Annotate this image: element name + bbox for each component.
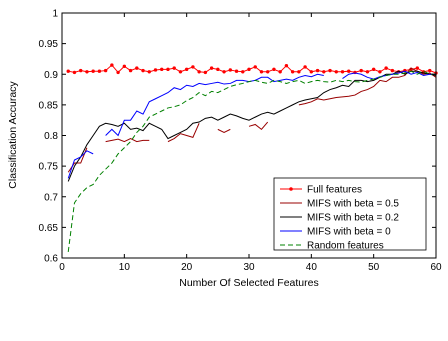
series-0-point (103, 68, 108, 73)
series-0-point (79, 68, 83, 73)
series-0-point (197, 70, 201, 74)
series-0-point (97, 69, 102, 73)
series-0-point (390, 68, 395, 73)
series-2-line (67, 70, 437, 182)
series-1-line (67, 67, 437, 173)
y-tick-label: 1 (52, 9, 58, 20)
y-tick-label: 0.65 (39, 223, 59, 234)
series-0-point (122, 64, 127, 68)
y-tick-label: 0.85 (39, 100, 59, 111)
series-0-point (116, 70, 120, 75)
series-0-point (347, 69, 351, 73)
series-0-point (384, 66, 388, 70)
series-0-point (172, 66, 176, 70)
legend-label: MIFS with beta = 0 (307, 227, 391, 238)
series-0-point (128, 68, 133, 73)
series-0-point (209, 66, 214, 70)
series-0-point (141, 68, 145, 73)
series-0-point (241, 70, 245, 74)
series-0-point (203, 70, 208, 75)
legend-box (273, 177, 427, 251)
y-tick-label: 0.75 (39, 162, 59, 173)
x-tick-label: 30 (243, 262, 255, 273)
series-0-point (284, 63, 289, 68)
series-4-line (67, 70, 436, 252)
series-0-point (253, 65, 257, 69)
series-0-point (135, 66, 139, 70)
series-0-point (247, 67, 251, 72)
series-0-point (85, 70, 89, 74)
y-tick-label: 0.95 (39, 39, 59, 50)
series-0-point (259, 70, 264, 74)
series-0-point (297, 70, 301, 74)
legend-marker (289, 187, 293, 191)
legend: Full features MIFS with beta = 0.5 MIFS wi… (273, 177, 427, 252)
series-0-point (72, 70, 77, 75)
series-0-point (147, 70, 151, 74)
series-0-point (309, 70, 314, 74)
series-0-point (415, 66, 419, 70)
series-0-point (216, 67, 220, 72)
series-0-point (166, 67, 170, 72)
y-tick-label: 0.9 (44, 70, 58, 81)
series-0-point (272, 67, 276, 72)
legend-label: Random features (307, 241, 384, 252)
series-0-point (315, 68, 320, 73)
legend-label: Full features (307, 185, 362, 196)
x-tick-label: 60 (430, 262, 442, 273)
series-0-point (328, 68, 332, 73)
series-0-point (91, 69, 95, 73)
tick-layer: 0 10 20 30 40 50 60 0.6 0.65 0.7 0.75 0.8 0.85 0.9 0.9… (39, 9, 442, 274)
x-tick-label: 0 (59, 262, 65, 273)
y-tick-label: 0.6 (44, 254, 58, 265)
series-layer (66, 63, 438, 252)
series-0-point (334, 70, 338, 74)
x-tick-label: 10 (119, 262, 131, 273)
series-0-point (278, 70, 282, 74)
x-tick-label: 40 (306, 262, 318, 273)
series-0-point (266, 70, 270, 74)
series-0-point (222, 70, 226, 74)
series-0-point (359, 68, 363, 73)
series-0-point (184, 67, 189, 72)
series-0-point (365, 70, 370, 74)
series-0-point (340, 70, 345, 74)
series-0-point (371, 67, 376, 72)
series-0-point (290, 70, 295, 74)
legend-label: MIFS with beta = 0.2 (307, 213, 399, 224)
series-0-point (322, 70, 326, 74)
series-0-point (228, 68, 232, 72)
x-axis-title: Number Of Selected Features (179, 277, 318, 289)
series-0-point (110, 63, 114, 67)
series-0-point (178, 70, 183, 74)
series-0-point (160, 67, 164, 72)
series-0-point (153, 68, 158, 72)
series-0-point (428, 68, 432, 73)
series-0-point (303, 65, 307, 69)
series-0-point (66, 69, 70, 73)
y-tick-label: 0.8 (44, 131, 58, 142)
x-tick-label: 50 (368, 262, 380, 273)
y-axis-title: Classification Accuracy (7, 81, 19, 189)
series-0-point (378, 70, 382, 74)
x-tick-label: 20 (181, 262, 193, 273)
legend-label: MIFS with beta = 0.5 (307, 199, 399, 210)
y-tick-label: 0.7 (44, 192, 58, 203)
series-0-point (234, 69, 239, 73)
series-0-point (191, 65, 195, 69)
